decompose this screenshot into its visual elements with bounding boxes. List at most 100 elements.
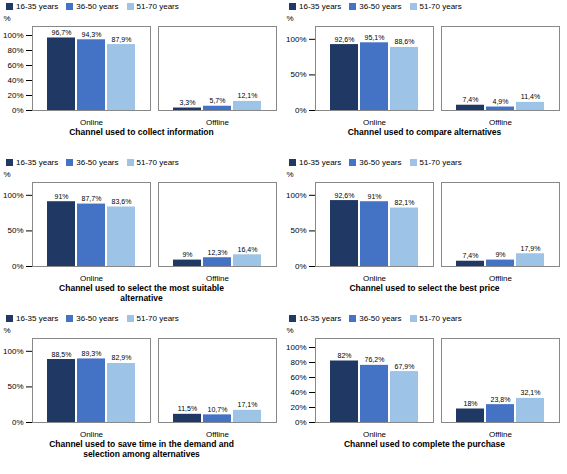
svg-text:100%: 100% bbox=[3, 191, 23, 200]
svg-text:5,7%: 5,7% bbox=[210, 97, 226, 104]
svg-text:88,5%: 88,5% bbox=[52, 351, 72, 358]
svg-text:100%: 100% bbox=[286, 191, 306, 200]
svg-text:Online: Online bbox=[80, 430, 104, 438]
html-text:36-50 years: 36-50 years bbox=[76, 1, 119, 11]
svg-text:91%: 91% bbox=[367, 193, 381, 200]
html-text:51-70 years: 51-70 years bbox=[136, 313, 179, 323]
html-text:36-50 years: 36-50 years bbox=[359, 1, 402, 11]
html-text:36-50 years: 36-50 years bbox=[76, 157, 119, 167]
svg-text:12,3%: 12,3% bbox=[208, 249, 228, 256]
svg-text:96,7%: 96,7% bbox=[52, 29, 72, 36]
svg-text:11,5%: 11,5% bbox=[178, 405, 197, 412]
svg-text:80%: 80% bbox=[290, 358, 306, 367]
svg-text:89,3%: 89,3% bbox=[82, 350, 102, 357]
svg-text:94,3%: 94,3% bbox=[82, 31, 102, 38]
html-text:36-50 years: 36-50 years bbox=[359, 157, 402, 167]
svg-text:82%: 82% bbox=[337, 352, 351, 359]
svg-text:18%: 18% bbox=[463, 400, 477, 407]
svg-text:100%: 100% bbox=[3, 347, 23, 356]
svg-text:83,6%: 83,6% bbox=[112, 198, 132, 205]
svg-text:60%: 60% bbox=[7, 61, 23, 70]
html-text:16-35 years: 16-35 years bbox=[299, 157, 342, 167]
svg-text:0%: 0% bbox=[295, 262, 307, 271]
svg-text:%: % bbox=[287, 14, 294, 23]
svg-text:92,6%: 92,6% bbox=[335, 36, 355, 43]
svg-text:95,1%: 95,1% bbox=[365, 34, 385, 41]
html-text:Channel used to select the mos: Channel used to select the most suitable… bbox=[59, 283, 224, 303]
svg-text:11,4%: 11,4% bbox=[521, 93, 540, 100]
svg-text:20%: 20% bbox=[7, 91, 23, 100]
html-text:16-35 years: 16-35 years bbox=[299, 313, 342, 323]
svg-text:4,9%: 4,9% bbox=[493, 98, 509, 105]
svg-text:32,1%: 32,1% bbox=[521, 389, 541, 396]
svg-text:23,8%: 23,8% bbox=[491, 396, 511, 403]
svg-text:Offline: Offline bbox=[206, 430, 230, 438]
html-text:16-35 years: 16-35 years bbox=[16, 313, 59, 323]
svg-text:92,6%: 92,6% bbox=[335, 192, 355, 199]
svg-text:Offline: Offline bbox=[489, 430, 513, 438]
svg-text:Offline: Offline bbox=[206, 274, 230, 282]
svg-text:9%: 9% bbox=[182, 251, 192, 258]
svg-text:9%: 9% bbox=[495, 251, 505, 258]
html-text:36-50 years: 36-50 years bbox=[76, 313, 119, 323]
svg-text:50%: 50% bbox=[290, 226, 306, 235]
svg-text:17,1%: 17,1% bbox=[238, 401, 258, 408]
svg-text:100%: 100% bbox=[286, 35, 306, 44]
svg-text:3,3%: 3,3% bbox=[180, 99, 196, 106]
svg-text:Online: Online bbox=[363, 430, 387, 438]
html-text:51-70 years: 51-70 years bbox=[419, 1, 462, 11]
svg-text:%: % bbox=[4, 14, 11, 23]
svg-text:50%: 50% bbox=[290, 70, 306, 79]
svg-text:67,9%: 67,9% bbox=[395, 363, 415, 370]
svg-text:60%: 60% bbox=[290, 373, 306, 382]
html-text:Channel used to save time in t: Channel used to save time in the demand … bbox=[49, 439, 234, 459]
html-text:Channel used to select the bes: Channel used to select the best price bbox=[349, 283, 500, 293]
html-text:Channel used to compare altern: Channel used to compare alternatives bbox=[347, 127, 502, 137]
svg-text:Offline: Offline bbox=[206, 118, 230, 126]
html-text:51-70 years: 51-70 years bbox=[136, 1, 179, 11]
svg-text:0%: 0% bbox=[295, 418, 307, 427]
svg-text:40%: 40% bbox=[7, 76, 23, 85]
svg-text:Online: Online bbox=[363, 118, 387, 126]
html-text:Channel used to collect inform: Channel used to collect information bbox=[69, 127, 214, 137]
svg-text:0%: 0% bbox=[12, 106, 24, 115]
svg-text:12,1%: 12,1% bbox=[238, 92, 258, 99]
svg-text:Online: Online bbox=[80, 118, 104, 126]
html-text:51-70 years: 51-70 years bbox=[419, 157, 462, 167]
svg-text:0%: 0% bbox=[295, 106, 307, 115]
svg-text:10,7%: 10,7% bbox=[208, 406, 228, 413]
html-text:16-35 years: 16-35 years bbox=[299, 1, 342, 11]
svg-text:50%: 50% bbox=[7, 226, 23, 235]
svg-text:Offline: Offline bbox=[489, 274, 513, 282]
svg-text:76,2%: 76,2% bbox=[365, 356, 385, 363]
svg-text:50%: 50% bbox=[7, 382, 23, 391]
svg-text:%: % bbox=[287, 170, 294, 179]
svg-text:7,4%: 7,4% bbox=[463, 96, 479, 103]
svg-text:%: % bbox=[4, 170, 11, 179]
svg-text:100%: 100% bbox=[3, 31, 23, 40]
svg-text:100%: 100% bbox=[286, 343, 306, 352]
svg-text:80%: 80% bbox=[7, 46, 23, 55]
html-text:36-50 years: 36-50 years bbox=[359, 313, 402, 323]
svg-text:87,7%: 87,7% bbox=[82, 195, 102, 202]
svg-text:%: % bbox=[4, 326, 11, 335]
svg-text:82,1%: 82,1% bbox=[395, 199, 415, 206]
svg-text:20%: 20% bbox=[290, 403, 306, 412]
svg-text:91%: 91% bbox=[54, 193, 68, 200]
svg-text:17,9%: 17,9% bbox=[521, 245, 541, 252]
svg-text:%: % bbox=[287, 326, 294, 335]
svg-text:Online: Online bbox=[363, 274, 387, 282]
html-text:51-70 years: 51-70 years bbox=[136, 157, 179, 167]
svg-text:7,4%: 7,4% bbox=[463, 252, 479, 259]
svg-text:40%: 40% bbox=[290, 388, 306, 397]
svg-text:82,9%: 82,9% bbox=[112, 354, 132, 361]
svg-text:Online: Online bbox=[80, 274, 104, 282]
svg-text:Offline: Offline bbox=[489, 118, 513, 126]
svg-text:87,9%: 87,9% bbox=[112, 36, 132, 43]
svg-text:0%: 0% bbox=[12, 418, 24, 427]
html-text:16-35 years: 16-35 years bbox=[16, 1, 59, 11]
html-text:16-35 years: 16-35 years bbox=[16, 157, 59, 167]
svg-text:88,6%: 88,6% bbox=[395, 38, 415, 45]
svg-text:16,4%: 16,4% bbox=[238, 246, 258, 253]
svg-text:0%: 0% bbox=[12, 262, 24, 271]
